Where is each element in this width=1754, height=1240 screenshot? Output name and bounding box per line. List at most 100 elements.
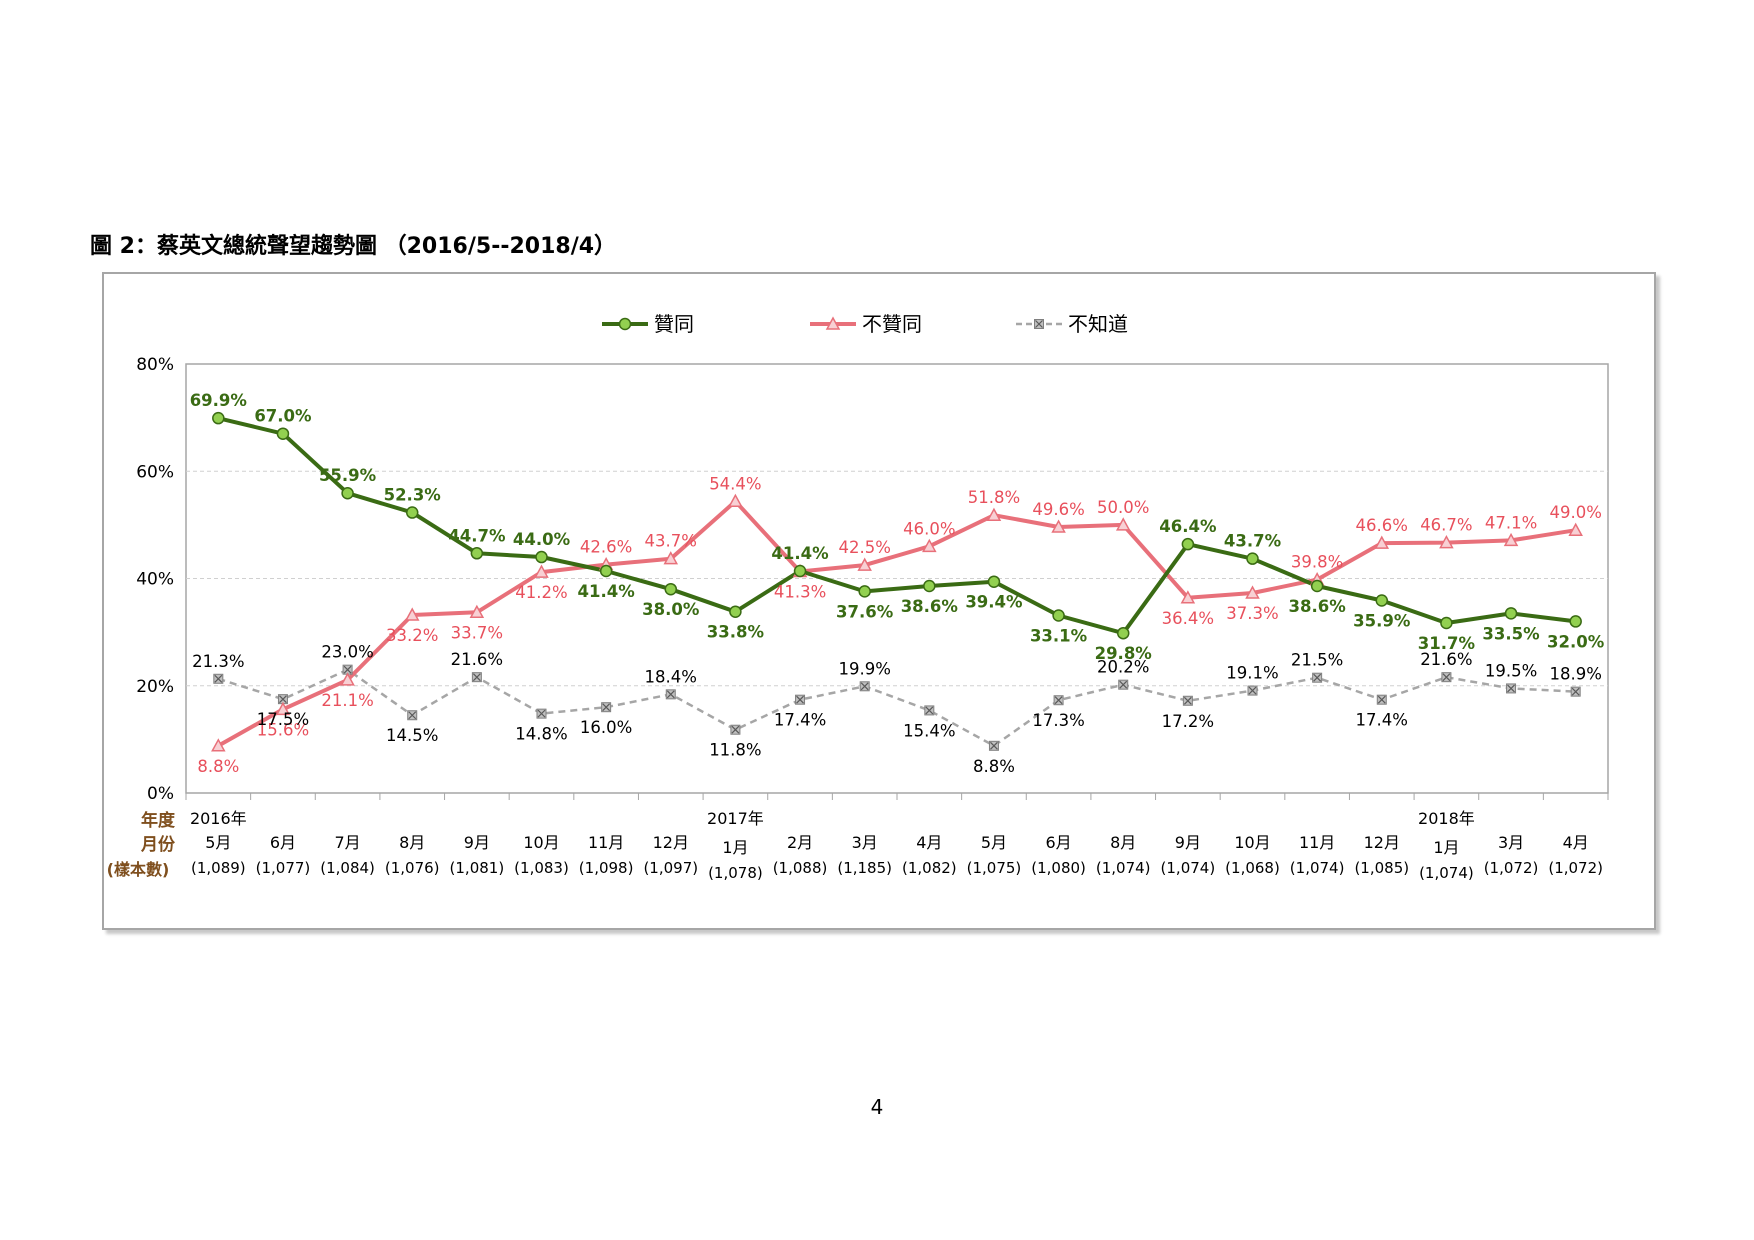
disapprove-data-label: 15.6%	[257, 720, 309, 739]
unknown-data-label: 18.9%	[1549, 665, 1601, 684]
x-tick-sample: (1,074)	[1161, 859, 1216, 877]
approve-point	[341, 486, 354, 500]
approve-data-label: 38.6%	[901, 597, 959, 616]
figure-title: 圖 2：蔡英文總統聲望趨勢圖 （2016/5--2018/4）	[90, 234, 617, 259]
disapprove-data-label: 39.8%	[1291, 553, 1343, 572]
unknown-data-label: 15.4%	[903, 721, 955, 740]
disapprove-point	[986, 507, 1002, 521]
x-tick-month: 8月	[399, 833, 425, 852]
row-label-month: 月份	[140, 834, 176, 855]
approve-data-label: 69.9%	[190, 391, 248, 410]
approve-point	[1116, 626, 1130, 640]
unknown-data-label: 18.4%	[645, 667, 697, 686]
approve-point	[276, 427, 290, 440]
approve-point	[793, 564, 807, 578]
disapprove-data-label: 33.2%	[386, 626, 438, 645]
x-tick-year: 2018年	[1418, 809, 1475, 828]
unknown-point	[795, 694, 806, 705]
approve-point	[1440, 616, 1453, 630]
y-tick-label: 0%	[147, 784, 174, 804]
unknown-point	[988, 740, 999, 751]
unknown-data-label: 14.8%	[515, 725, 567, 744]
unknown-point	[1506, 683, 1517, 694]
x-tick-month: 4月	[916, 833, 942, 852]
x-tick-month: 5月	[205, 833, 231, 852]
x-tick-sample: (1,081)	[450, 859, 505, 877]
disapprove-data-label: 41.3%	[774, 583, 826, 602]
approve-data-label: 37.6%	[836, 602, 894, 621]
disapprove-point	[1051, 519, 1066, 533]
x-tick-sample: (1,097)	[643, 859, 698, 877]
unknown-data-label: 11.8%	[709, 741, 761, 760]
unknown-data-label: 19.5%	[1485, 661, 1537, 680]
disapprove-point	[663, 551, 679, 565]
unknown-data-label: 21.3%	[192, 652, 244, 671]
approve-point	[1569, 615, 1582, 628]
y-tick-label: 40%	[136, 570, 174, 590]
unknown-data-label: 17.3%	[1032, 711, 1084, 730]
disapprove-point	[469, 604, 485, 619]
unknown-data-label: 21.5%	[1291, 651, 1343, 670]
approve-point	[1052, 609, 1065, 622]
row-label-year: 年度	[141, 810, 176, 831]
chart-frame: 0% 20% 40% 60% 80% 年度 月份 (樣本數) 2016年 5月 (1,089) 6月 (…	[102, 272, 1656, 930]
x-tick-month: 1月	[722, 838, 748, 857]
x-tick-month: 4月	[1563, 833, 1589, 852]
disapprove-data-label: 51.8%	[968, 488, 1020, 507]
approve-data-label: 43.7%	[1224, 532, 1282, 551]
x-tick-month: 3月	[1498, 833, 1524, 852]
approve-data-label: 67.0%	[254, 407, 312, 426]
disapprove-point	[340, 672, 355, 686]
unknown-point	[601, 702, 612, 713]
approve-point	[664, 582, 678, 596]
disapprove-point	[275, 701, 291, 716]
disapprove-data-label: 43.7%	[645, 532, 697, 551]
unknown-point	[1053, 695, 1064, 706]
disapprove-point	[1568, 522, 1583, 536]
disapprove-data-label: 37.3%	[1226, 604, 1278, 623]
x-tick-month: 5月	[981, 833, 1007, 852]
unknown-point	[471, 672, 482, 683]
unknown-point	[1570, 686, 1581, 697]
unknown-line	[217, 668, 1576, 748]
x-tick-sample: (1,074)	[1096, 859, 1151, 877]
x-tick-month: 10月	[1234, 833, 1270, 852]
approve-data-label: 32.0%	[1547, 632, 1605, 651]
unknown-point	[1312, 672, 1323, 683]
approve-point	[599, 564, 613, 578]
y-tick-label: 60%	[136, 462, 174, 482]
approve-point	[405, 506, 419, 519]
x-tick-sample: (1,075)	[967, 859, 1022, 877]
disapprove-point	[1245, 585, 1260, 599]
approve-data-label: 35.9%	[1353, 611, 1411, 630]
x-tick-month: 6月	[1045, 833, 1071, 852]
x-tick-sample: (1,089)	[191, 859, 246, 877]
unknown-data-label: 16.0%	[580, 718, 632, 737]
x-tick-sample: (1,085)	[1354, 859, 1409, 877]
disapprove-point	[1503, 532, 1519, 547]
approve-data-label: 38.6%	[1289, 597, 1347, 616]
approve-data-label: 33.5%	[1482, 624, 1540, 643]
unknown-point	[859, 681, 870, 692]
x-tick-sample: (1,072)	[1548, 859, 1603, 877]
disapprove-data-label: 46.7%	[1420, 516, 1472, 535]
unknown-point	[1247, 685, 1258, 696]
disapprove-data-label: 46.0%	[903, 519, 955, 538]
approve-data-label: 41.4%	[771, 544, 829, 563]
disapprove-point	[1374, 535, 1390, 549]
x-tick-sample: (1,084)	[320, 859, 375, 877]
disapprove-point	[1115, 517, 1131, 531]
x-tick-month: 11月	[588, 833, 624, 852]
disapprove-point	[857, 557, 872, 571]
x-tick-month: 9月	[1175, 833, 1201, 852]
unknown-point	[1376, 694, 1387, 705]
unknown-data-label: 19.9%	[838, 659, 890, 678]
approve-point	[1375, 594, 1389, 607]
disapprove-point	[922, 538, 937, 553]
unknown-point	[1118, 679, 1129, 690]
approve-point	[470, 547, 484, 560]
disapprove-point	[211, 738, 226, 752]
unknown-point	[665, 689, 676, 700]
approve-point	[1504, 607, 1518, 620]
